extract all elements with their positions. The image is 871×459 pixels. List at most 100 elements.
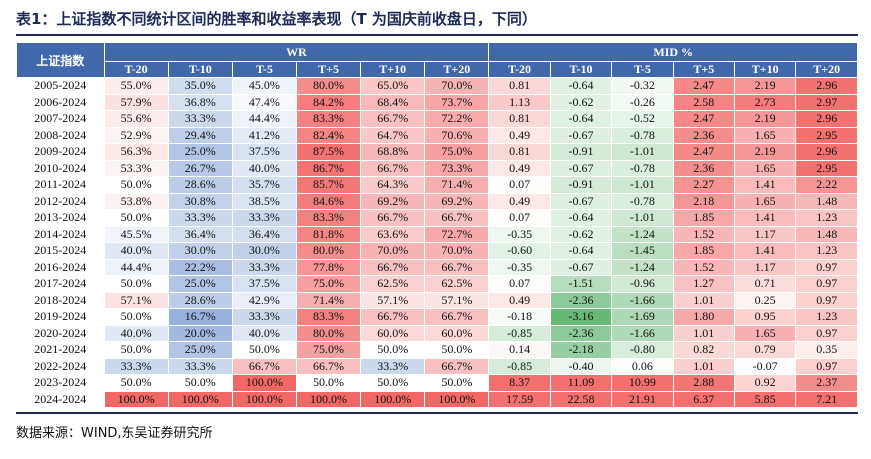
wr-cell: 100.0% (167, 390, 233, 408)
table-row: 2022-2024 33.3% 33.3% 66.7% 66.7% 33.3% 66.7% -… (16, 357, 858, 375)
wr-cell: 36.8% (167, 93, 233, 111)
mid-cell: 2.47 (672, 143, 735, 161)
mid-cell: 0.35 (795, 341, 858, 359)
mid-cell: 2.19 (733, 143, 797, 161)
wr-cell: 50.0% (103, 341, 169, 359)
wr-cell: 66.7% (360, 110, 426, 128)
row-period-label: 2011-2024 (16, 176, 105, 194)
mid-cell: 0.81 (488, 110, 551, 128)
mid-cell: 0.97 (795, 258, 858, 276)
mid-cell: -0.91 (549, 176, 613, 194)
mid-cell: -1.51 (549, 275, 613, 293)
wr-cell: 62.5% (424, 275, 490, 293)
mid-cell: -0.18 (488, 308, 551, 326)
wr-cell: 80.0% (295, 242, 362, 260)
wr-cell: 50.0% (103, 176, 169, 194)
mid-cell: 1.01 (672, 357, 735, 375)
mid-cell: 1.41 (733, 176, 797, 194)
wr-cell: 100.0% (360, 390, 426, 408)
wr-cell: 100.0% (103, 390, 169, 408)
mid-cell: -0.52 (611, 110, 674, 128)
wr-cell: 44.4% (231, 110, 297, 128)
mid-cell: -0.80 (611, 341, 674, 359)
wr-cell: 63.6% (360, 225, 426, 243)
mid-cell: 1.23 (795, 308, 858, 326)
mid-period-header: T-10 (549, 61, 613, 78)
wr-cell: 45.5% (103, 225, 169, 243)
corner-header: 上证指数 (16, 42, 105, 78)
wr-cell: 33.3% (360, 357, 426, 375)
mid-cell: -0.64 (549, 209, 613, 227)
wr-cell: 16.7% (167, 308, 233, 326)
mid-cell: 0.95 (733, 308, 797, 326)
wr-cell: 50.0% (424, 374, 490, 392)
wr-cell: 75.0% (295, 275, 362, 293)
mid-cell: 1.41 (733, 209, 797, 227)
wr-cell: 66.7% (424, 258, 490, 276)
wr-cell: 33.3% (167, 110, 233, 128)
mid-cell: 0.97 (795, 324, 858, 342)
mid-group-header: MID % (488, 42, 858, 62)
table-row: 2019-2024 50.0% 16.7% 33.3% 83.3% 66.7% 66.7% -… (16, 308, 858, 326)
wr-cell: 37.5% (231, 275, 297, 293)
table-row: 2006-2024 57.9% 36.8% 47.4% 84.2% 68.4% 73.7% 1… (16, 93, 858, 111)
wr-cell: 82.4% (295, 126, 362, 144)
wr-cell: 50.0% (103, 209, 169, 227)
wr-cell: 53.3% (103, 159, 169, 177)
wr-period-header: T-10 (167, 61, 233, 78)
mid-cell: -0.62 (549, 225, 613, 243)
mid-cell: 2.96 (795, 110, 858, 128)
wr-cell: 70.0% (360, 242, 426, 260)
mid-cell: 2.18 (672, 192, 735, 210)
table-row: 2010-2024 53.3% 26.7% 40.0% 86.7% 66.7% 73.3% 0… (16, 159, 858, 177)
wr-cell: 40.0% (231, 324, 297, 342)
mid-cell: -0.67 (549, 192, 613, 210)
mid-cell: -1.01 (611, 176, 674, 194)
wr-cell: 72.2% (424, 110, 490, 128)
mid-cell: -0.26 (611, 93, 674, 111)
mid-cell: 0.92 (733, 374, 797, 392)
wr-cell: 50.0% (103, 374, 169, 392)
row-period-label: 2006-2024 (16, 93, 105, 111)
wr-cell: 52.9% (103, 126, 169, 144)
wr-cell: 22.2% (167, 258, 233, 276)
mid-cell: 2.36 (672, 126, 735, 144)
wr-cell: 66.7% (360, 209, 426, 227)
table-row: 2008-2024 52.9% 29.4% 41.2% 82.4% 64.7% 70.6% 0… (16, 126, 858, 144)
mid-cell: -1.24 (611, 225, 674, 243)
mid-cell: -0.64 (549, 77, 613, 95)
mid-cell: 2.37 (795, 374, 858, 392)
wr-cell: 53.8% (103, 192, 169, 210)
mid-cell: 1.80 (672, 308, 735, 326)
wr-cell: 65.0% (360, 77, 426, 95)
wr-cell: 100.0% (295, 390, 362, 408)
wr-cell: 50.0% (360, 341, 426, 359)
wr-cell: 35.7% (231, 176, 297, 194)
mid-cell: 1.01 (672, 324, 735, 342)
wr-group-header: WR (103, 42, 490, 62)
wr-period-header: T-5 (231, 61, 297, 78)
wr-cell: 38.5% (231, 192, 297, 210)
mid-cell: -0.40 (549, 357, 613, 375)
mid-cell: -0.78 (611, 192, 674, 210)
mid-cell: 1.85 (672, 209, 735, 227)
row-period-label: 2010-2024 (16, 159, 105, 177)
wr-cell: 50.0% (295, 374, 362, 392)
wr-cell: 100.0% (231, 374, 297, 392)
mid-cell: 1.27 (672, 275, 735, 293)
bottom-rule (16, 412, 858, 414)
table-row: 2024-2024 100.0% 100.0% 100.0% 100.0% 100.0% 1… (16, 390, 858, 408)
wr-cell: 50.0% (167, 374, 233, 392)
mid-cell: -0.78 (611, 159, 674, 177)
mid-cell: 0.25 (733, 291, 797, 309)
wr-cell: 84.2% (295, 93, 362, 111)
mid-cell: 2.19 (733, 110, 797, 128)
row-period-label: 2007-2024 (16, 110, 105, 128)
wr-period-header: T-20 (103, 61, 169, 78)
mid-cell: 0.49 (488, 192, 551, 210)
wr-cell: 85.7% (295, 176, 362, 194)
wr-cell: 80.0% (295, 77, 362, 95)
mid-cell: -1.69 (611, 308, 674, 326)
mid-cell: 2.97 (795, 93, 858, 111)
table-row: 2020-2024 40.0% 20.0% 40.0% 80.0% 60.0% 60.0% -… (16, 324, 858, 342)
